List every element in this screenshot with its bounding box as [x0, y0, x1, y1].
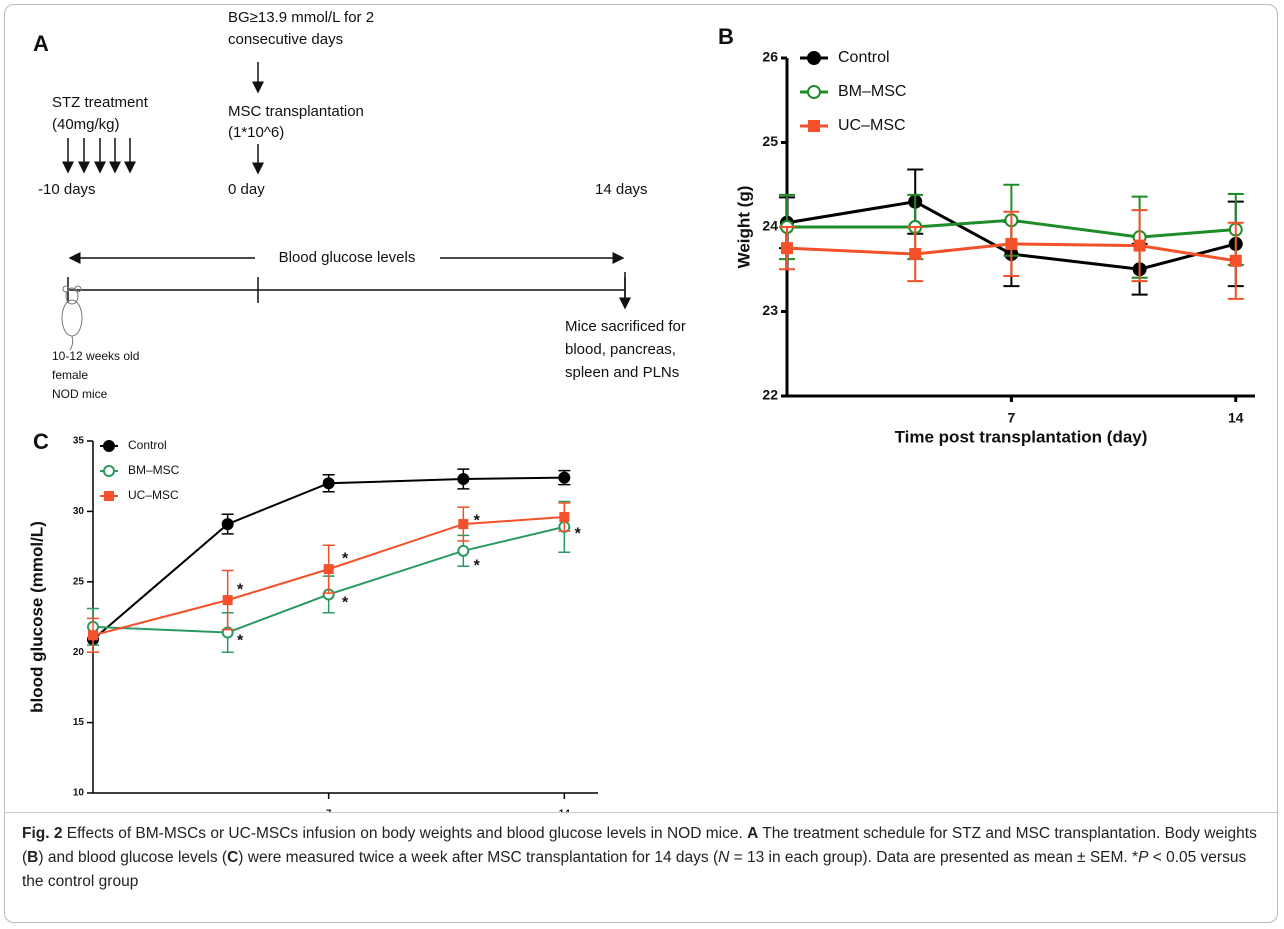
legend-marker [104, 441, 114, 451]
significance-marker: * [474, 558, 481, 575]
x-tick-label: 14 [1228, 410, 1244, 426]
timepoint: 0 day [228, 181, 265, 198]
significance-marker: * [342, 551, 349, 568]
timepoint: -10 days [38, 181, 96, 198]
schedule-text: BG≥13.9 mmol/L for 2 [228, 9, 374, 26]
x-tick-label: 14 [559, 809, 571, 812]
marker [458, 546, 468, 556]
caption-text: N [718, 849, 729, 866]
caption-text: = 13 in each group). Data are presented … [729, 849, 1138, 866]
schedule-text: MSC transplantation [228, 103, 364, 120]
marker [223, 519, 233, 529]
legend-label: BM–MSC [838, 83, 906, 100]
y-tick-label: 24 [762, 218, 778, 234]
mouse-text: female [52, 368, 88, 382]
legend-marker [808, 52, 820, 64]
caption-text: B [27, 849, 38, 866]
marker [88, 630, 98, 640]
schedule-text: Blood glucose levels [279, 249, 416, 266]
marker [458, 519, 468, 529]
panel-label: A [33, 31, 49, 56]
x-axis-label: Time post transplantation (day) [895, 427, 1148, 446]
caption-text: C [227, 849, 238, 866]
y-tick-label: 25 [73, 576, 85, 587]
y-tick-label: 20 [73, 647, 85, 658]
schedule-text: spleen and PLNs [565, 364, 679, 381]
y-tick-label: 30 [73, 506, 85, 517]
x-tick-label: 7 [326, 809, 332, 812]
mouse-text: NOD mice [52, 387, 108, 401]
caption-text: A [747, 825, 758, 842]
mouse-icon [62, 286, 82, 350]
marker [324, 478, 334, 488]
timepoint: 14 days [595, 181, 648, 198]
caption-text: ) and blood glucose levels ( [38, 849, 227, 866]
mouse-text: 10-12 weeks old [52, 349, 139, 363]
y-tick-label: 23 [762, 302, 778, 318]
marker [324, 564, 334, 574]
y-tick-label: 10 [73, 788, 85, 799]
legend-label: Control [838, 49, 890, 66]
marker [1230, 255, 1242, 267]
marker [458, 474, 468, 484]
schedule-text: consecutive days [228, 31, 343, 48]
marker [559, 473, 569, 483]
significance-marker: * [474, 513, 481, 530]
significance-marker: * [575, 525, 582, 542]
panel-label: C [33, 429, 49, 454]
marker [1005, 238, 1017, 250]
caption-label: Fig. 2 [22, 825, 62, 842]
legend-marker [808, 86, 820, 98]
y-axis-label: blood glucose (mmol/L) [27, 521, 46, 713]
marker [559, 512, 569, 522]
legend-marker [104, 491, 114, 501]
caption-text: ) were measured twice a week after MSC t… [238, 849, 718, 866]
marker [1134, 240, 1146, 252]
legend-label: BM–MSC [128, 463, 180, 477]
legend-label: UC–MSC [128, 488, 179, 502]
legend-marker [104, 466, 114, 476]
caption-text: P [1138, 849, 1148, 866]
marker [781, 242, 793, 254]
significance-marker: * [237, 582, 244, 599]
y-tick-label: 26 [762, 49, 778, 65]
schedule-text: blood, pancreas, [565, 341, 676, 358]
x-tick-label: 7 [1007, 410, 1015, 426]
marker [223, 595, 233, 605]
caption: Fig. 2 Effects of BM-MSCs or UC-MSCs inf… [22, 822, 1262, 894]
figure: A B C BG≥13.9 mmol/L for 2 consecutive d… [0, 0, 1284, 812]
panel-label: B [718, 24, 734, 49]
y-tick-label: 25 [762, 133, 778, 149]
legend-marker [808, 120, 820, 132]
caption-text: Effects of BM-MSCs or UC-MSCs infusion o… [62, 825, 747, 842]
significance-marker: * [342, 594, 349, 611]
separator [5, 812, 1277, 813]
legend-label: Control [128, 438, 167, 452]
schedule-text: (40mg/kg) [52, 116, 120, 133]
y-axis-label: Weight (g) [734, 186, 753, 269]
y-tick-label: 15 [73, 717, 85, 728]
y-tick-label: 35 [73, 436, 85, 447]
schedule-text: (1*10^6) [228, 124, 284, 141]
legend-label: UC–MSC [838, 117, 906, 134]
schedule-text: Mice sacrificed for [565, 318, 686, 335]
marker [909, 248, 921, 260]
schedule-text: STZ treatment [52, 94, 149, 111]
y-tick-label: 22 [762, 387, 778, 403]
significance-marker: * [237, 632, 244, 649]
